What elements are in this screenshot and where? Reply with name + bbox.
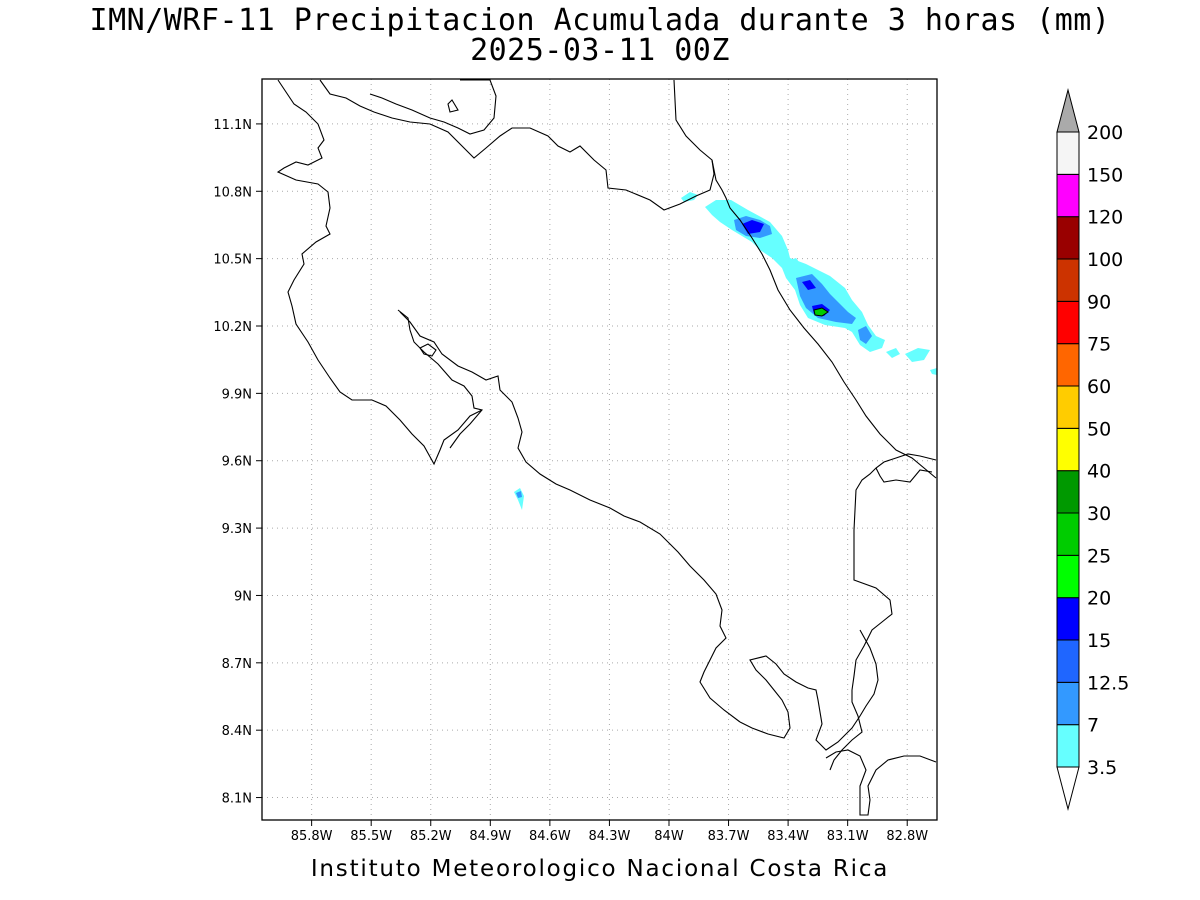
latitude-tick-label: 10.2N — [213, 320, 252, 335]
coastlines — [276, 79, 937, 816]
nicoya-inner — [399, 311, 741, 723]
colorbar-level-label: 25 — [1087, 545, 1111, 567]
latitude-tick-label: 9.3N — [222, 522, 252, 537]
map-title: IMN/WRF-11 Precipitacion Acumulada duran… — [89, 3, 1111, 38]
colorbar-swatch — [1056, 724, 1080, 768]
colorbar-swatch — [1056, 427, 1080, 472]
colorbar-max-arrow — [1056, 88, 1080, 133]
colorbar-swatch — [1056, 554, 1080, 599]
golfito-coast — [875, 467, 933, 483]
colorbar-swatch — [1056, 173, 1080, 218]
latitude-tick-label: 9.6N — [222, 455, 252, 470]
longitude-tick-label: 85.5W — [350, 829, 392, 844]
longitude-tick-label: 83.7W — [708, 829, 750, 844]
longitude-labels: 85.8W 85.5W 85.2W 84.9W 84.6W 84.3W 84W 83.7W 83… — [291, 829, 929, 844]
precip-cell-small-1 — [681, 192, 698, 202]
map-valid-time: 2025-03-11 00Z — [470, 33, 730, 68]
footer-credit: Instituto Meteorologico Nacional Costa R… — [310, 856, 890, 882]
latitude-tick-label: 9.9N — [222, 387, 252, 402]
osa-peninsula — [739, 629, 879, 751]
colorbar-swatch — [1056, 258, 1080, 302]
colorbar-level-label: 15 — [1087, 630, 1111, 652]
colorbar-level-label: 100 — [1087, 249, 1123, 271]
precip-cell-small-2 — [886, 348, 900, 358]
precip-cell-inland-core — [516, 491, 522, 498]
longitude-tick-label: 84W — [654, 829, 684, 844]
colorbar-swatch — [1056, 512, 1080, 556]
latitude-tick-label: 9N — [234, 589, 252, 604]
precip-band-northeast — [705, 200, 885, 352]
axis-ticks — [256, 123, 908, 826]
colorbar-level-label: 50 — [1087, 418, 1111, 440]
map-frame — [261, 78, 938, 821]
precip-cell-small-3 — [905, 348, 930, 362]
nicoya-gulf-pacific — [397, 309, 483, 449]
colorbar-level-label: 3.5 — [1087, 757, 1117, 779]
longitude-tick-label: 84.9W — [469, 829, 511, 844]
latitude-tick-label: 10.8N — [213, 185, 252, 200]
panama-border — [829, 453, 937, 771]
colorbar-level-label: 75 — [1087, 334, 1111, 356]
longitude-tick-label: 84.6W — [529, 829, 571, 844]
precipitation-fields — [514, 192, 937, 510]
colorbar-level-label: 120 — [1087, 207, 1123, 229]
colorbar-level-label: 90 — [1087, 291, 1111, 313]
colorbar-swatch — [1056, 343, 1080, 387]
burica-peninsula — [825, 749, 937, 816]
caribbean-coast — [711, 159, 937, 479]
latitude-tick-label: 10.5N — [213, 253, 252, 268]
colorbar-level-label: 30 — [1087, 503, 1111, 525]
longitude-tick-label: 83.4W — [767, 829, 809, 844]
colorbar-swatch — [1056, 385, 1080, 429]
longitude-tick-label: 82.8W — [886, 829, 928, 844]
colorbar-swatch — [1056, 131, 1080, 175]
colorbar-level-label: 200 — [1087, 122, 1123, 144]
colorbar: 3.5 7 12.5 15 20 25 30 40 50 60 75 90 100 120 150 200 — [1056, 88, 1129, 811]
precip-core-dark — [742, 220, 830, 316]
longitude-tick-label: 83.1W — [827, 829, 869, 844]
precip-cell-small-4 — [930, 368, 937, 375]
latitude-tick-label: 11.1N — [213, 118, 252, 133]
colorbar-swatch — [1056, 639, 1080, 683]
precip-band-medium — [734, 216, 872, 344]
lake-nicaragua-north — [369, 79, 497, 135]
nicaragua-border — [276, 79, 483, 466]
colorbar-level-label: 40 — [1087, 461, 1111, 483]
colorbar-swatch — [1056, 597, 1080, 641]
colorbar-level-label: 12.5 — [1087, 672, 1129, 694]
latitude-tick-label: 8.1N — [222, 792, 252, 807]
colorbar-level-label: 7 — [1087, 715, 1099, 737]
longitude-tick-label: 84.3W — [589, 829, 631, 844]
latitude-tick-label: 8.7N — [222, 657, 252, 672]
grid-lines — [262, 79, 937, 820]
longitude-tick-label: 85.8W — [291, 829, 333, 844]
colorbar-level-label: 20 — [1087, 588, 1111, 610]
colorbar-level-label: 60 — [1087, 376, 1111, 398]
colorbar-swatch — [1056, 681, 1080, 726]
precip-cell-inland — [514, 488, 524, 510]
nicoya-island — [419, 343, 437, 357]
precip-cell-small-5 — [784, 258, 802, 272]
longitude-tick-label: 85.2W — [410, 829, 452, 844]
colorbar-level-label: 150 — [1087, 164, 1123, 186]
latitude-tick-label: 8.4N — [222, 724, 252, 739]
colorbar-swatch — [1056, 300, 1080, 345]
latitude-labels: 11.1N 10.8N 10.5N 10.2N 9.9N 9.6N 9.3N 9N 8.7N 8.… — [213, 118, 252, 807]
colorbar-swatch — [1056, 216, 1080, 260]
colorbar-min-arrow — [1056, 766, 1080, 811]
lake-island — [447, 99, 459, 113]
colorbar-swatch — [1056, 470, 1080, 514]
lake-nicaragua-shore — [319, 79, 715, 211]
precip-core-green — [813, 307, 829, 317]
